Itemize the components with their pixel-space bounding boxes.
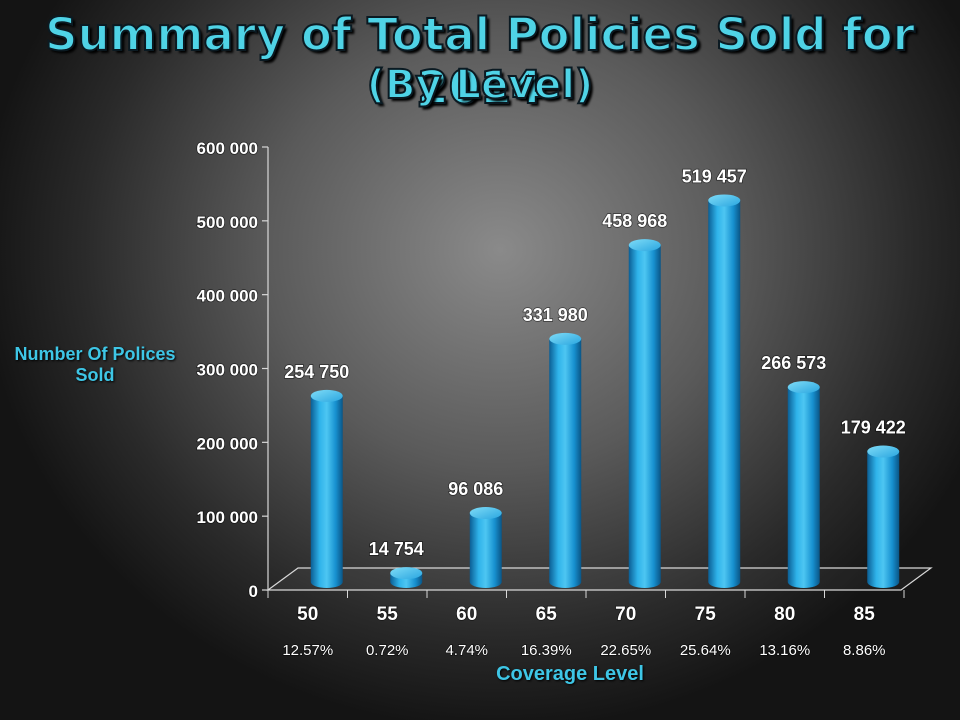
chart-labels: 254 750 50 12.57% 14 754 55 0.72% 96 086 60 4.74… bbox=[282, 166, 907, 660]
chart-floor bbox=[266, 567, 933, 591]
percentage-label-60: 4.74% bbox=[445, 642, 488, 659]
bar-85 bbox=[867, 451, 900, 588]
y-tick-label: 300 000 bbox=[197, 361, 258, 380]
percentage-label-50: 12.57% bbox=[282, 642, 333, 659]
x-tick-label-75: 75 bbox=[695, 604, 717, 625]
y-axis-title: Number Of Polices Sold bbox=[14, 344, 176, 385]
x-tick-label-55: 55 bbox=[377, 604, 399, 625]
bar-cap-80 bbox=[787, 381, 820, 394]
bar-50 bbox=[310, 395, 343, 588]
data-label-55: 14 754 bbox=[369, 539, 424, 559]
chart-bars bbox=[310, 194, 900, 588]
percentage-label-55: 0.72% bbox=[366, 642, 409, 659]
x-tick-label-80: 80 bbox=[774, 604, 795, 625]
x-tick-label-50: 50 bbox=[297, 604, 318, 625]
data-label-50: 254 750 bbox=[284, 362, 349, 382]
data-label-85: 179 422 bbox=[841, 418, 906, 438]
x-tick-label-85: 85 bbox=[854, 604, 876, 625]
y-tick-label: 400 000 bbox=[197, 287, 258, 306]
x-axis-title: Coverage Level bbox=[496, 663, 644, 685]
bar-cap-75 bbox=[708, 194, 741, 207]
percentage-label-75: 25.64% bbox=[680, 642, 731, 659]
y-tick-label: 500 000 bbox=[197, 213, 258, 232]
y-tick-label: 100 000 bbox=[197, 508, 258, 527]
data-label-75: 519 457 bbox=[682, 166, 747, 186]
bar-cap-60 bbox=[469, 507, 502, 520]
y-tick-label: 200 000 bbox=[197, 434, 258, 453]
data-label-60: 96 086 bbox=[448, 479, 503, 499]
bar-cap-50 bbox=[310, 389, 343, 402]
percentage-label-65: 16.39% bbox=[521, 642, 572, 659]
chart-axes: 0 100 000 200 000 300 000 400 000 500 000 600 … bbox=[196, 138, 933, 602]
bar-cap-65 bbox=[549, 332, 582, 345]
bar-65 bbox=[549, 338, 582, 588]
data-label-65: 331 980 bbox=[523, 305, 588, 325]
chart-subtitle: (By Level) bbox=[366, 61, 595, 109]
percentage-label-70: 22.65% bbox=[600, 642, 651, 659]
data-label-80: 266 573 bbox=[761, 353, 826, 373]
bar-cap-85 bbox=[867, 445, 900, 458]
bar-70 bbox=[628, 245, 661, 588]
data-label-70: 458 968 bbox=[602, 211, 667, 231]
percentage-label-85: 8.86% bbox=[843, 642, 886, 659]
x-tick-label-60: 60 bbox=[456, 604, 477, 625]
bar-75 bbox=[708, 200, 741, 588]
bar-80 bbox=[787, 387, 820, 588]
chart-title: Summary of Total Policies Sold for 2014 bbox=[44, 7, 916, 115]
x-tick-label-70: 70 bbox=[615, 604, 636, 625]
bar-cap-55 bbox=[390, 567, 423, 580]
percentage-label-80: 13.16% bbox=[759, 642, 810, 659]
y-tick-label: 600 000 bbox=[197, 139, 258, 158]
bar-60 bbox=[469, 513, 502, 588]
y-tick-label: 0 bbox=[249, 582, 258, 601]
x-tick-label-65: 65 bbox=[536, 604, 558, 625]
bar-cap-70 bbox=[628, 239, 661, 252]
